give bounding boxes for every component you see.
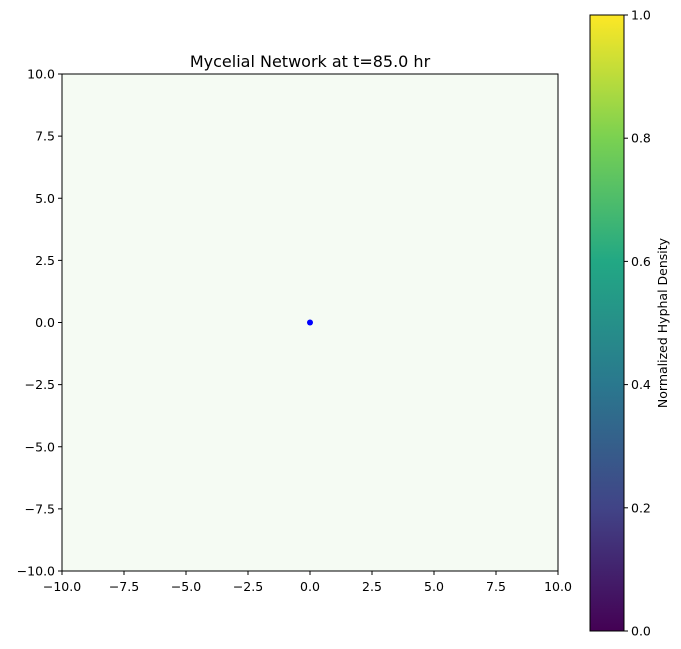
- x-axis: −10.0 −7.5 −5.0 −2.5 0.0 2.5 5.0 7.5 10.0: [43, 571, 572, 594]
- colorbar-tick-label: 0.2: [631, 500, 651, 515]
- x-tick-label: 7.5: [486, 579, 506, 594]
- y-tick-label: 7.5: [35, 129, 55, 144]
- y-tick-label: 5.0: [35, 191, 55, 206]
- data-points: [307, 319, 313, 326]
- colorbar-label: Normalized Hyphal Density: [655, 237, 670, 408]
- y-tick-label: −5.0: [25, 439, 55, 454]
- x-tick-label: −5.0: [171, 579, 201, 594]
- x-tick-label: 0.0: [300, 579, 320, 594]
- y-axis: 10.0 7.5 5.0 2.5 0.0 −2.5 −5.0 −7.5 −10.0: [17, 67, 62, 579]
- y-tick-label: −7.5: [25, 501, 55, 516]
- y-tick-label: 10.0: [27, 67, 55, 82]
- colorbar-tick-label: 0.4: [631, 377, 651, 392]
- colorbar-tick-label: 0.0: [631, 624, 651, 639]
- x-tick-label: −2.5: [233, 579, 263, 594]
- x-tick-label: 2.5: [362, 579, 382, 594]
- x-tick-label: 5.0: [424, 579, 444, 594]
- x-tick-label: −10.0: [43, 579, 81, 594]
- y-tick-label: −10.0: [17, 564, 55, 579]
- colorbar-tick-label: 0.6: [631, 254, 651, 269]
- chart-title: Mycelial Network at t=85.0 hr: [190, 52, 431, 71]
- y-tick-label: 0.0: [35, 315, 55, 330]
- colorbar-tick-label: 1.0: [631, 8, 651, 23]
- colorbar-axis: 1.0 0.8 0.6 0.4 0.2 0.0: [624, 8, 651, 639]
- data-point: [307, 319, 313, 326]
- y-tick-label: 2.5: [35, 253, 55, 268]
- plot-frame: [61, 73, 559, 572]
- colorbar-tick-label: 0.8: [631, 131, 651, 146]
- y-tick-label: −2.5: [25, 377, 55, 392]
- x-tick-label: −7.5: [109, 579, 139, 594]
- x-tick-label: 10.0: [544, 579, 572, 594]
- colorbar: [589, 14, 625, 632]
